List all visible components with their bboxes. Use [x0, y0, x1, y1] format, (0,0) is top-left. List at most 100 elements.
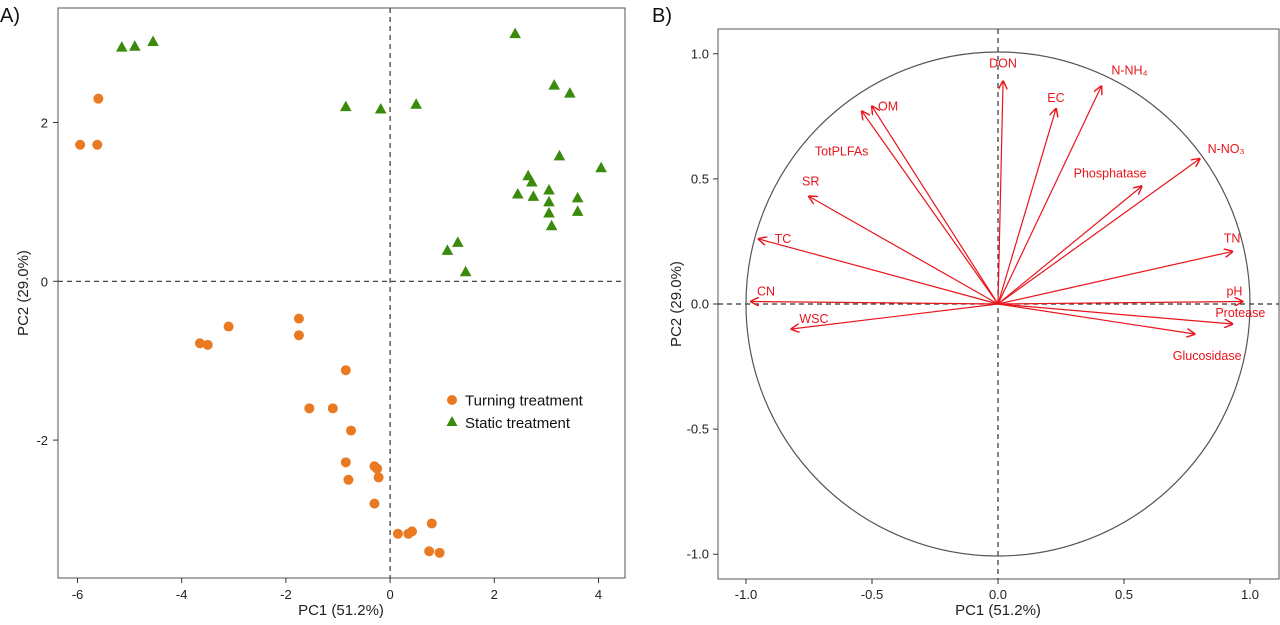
loading-vector-label: DON [989, 56, 1017, 70]
scores-plot-panel: A) -6 -4 -2 0 2 4 -2 0 2 PC1 (51.2%) PC2 (29.0%… [0, 5, 626, 619]
turning-treatment-point [373, 472, 384, 483]
panel-b-y-tick-label: 0.5 [691, 171, 709, 186]
loading-vector-label: TotPLFAs [815, 144, 869, 158]
static-treatment-point [340, 100, 352, 112]
static-treatment-point [543, 183, 555, 195]
turning-treatment-point [340, 365, 351, 376]
turning-treatment-point [293, 313, 304, 324]
static-treatment-point [595, 161, 607, 173]
panel-b-y-axis-title: PC2 (29.0%) [668, 261, 685, 347]
panel-b-y-tick-label: -1.0 [687, 547, 709, 562]
loading-vector-arrow [997, 81, 1003, 305]
turning-treatment-point [93, 93, 104, 104]
panel-b-y-axis: -1.0 -0.5 0.0 0.5 1.0 [687, 46, 718, 562]
turning-treatment-point [327, 403, 338, 414]
static-treatment-point [410, 98, 422, 109]
loading-vector-arrow [997, 109, 1056, 305]
legend-marker-turning [447, 395, 457, 405]
panel-a-y-tick-label: -2 [36, 433, 48, 448]
loading-vector-label: TC [775, 232, 792, 246]
turning-treatment-point [424, 546, 435, 557]
static-treatment-point [571, 205, 584, 216]
loadings-plot-panel: B) -1.0 -0.5 0.0 0.5 1.0 -1.0 -0.5 0.0 0.5 1.0 D… [652, 5, 1280, 619]
loading-vector-arrow [997, 159, 1200, 305]
loading-vector-arrow [997, 303, 1232, 324]
loading-vector-arrow [997, 303, 1195, 334]
static-treatment-point [452, 236, 464, 247]
loading-vector-label: Protease [1215, 306, 1265, 320]
panel-a-x-tick-label: -2 [280, 587, 292, 602]
panel-a-y-tick-label: 2 [41, 116, 48, 131]
turning-treatment-point [392, 528, 403, 539]
turning-treatment-point [293, 330, 304, 341]
panel-b-x-tick-label: 0.0 [989, 587, 1007, 602]
panel-a-y-axis: -2 0 2 [36, 116, 58, 448]
turning-treatment-point [75, 139, 86, 150]
loading-vector-label: SR [802, 174, 819, 188]
loading-vector-label: pH [1226, 284, 1242, 298]
static-treatment-point [543, 195, 555, 207]
panel-a-y-axis-title: PC2 (29.0%) [15, 250, 32, 336]
loading-vector-arrow [791, 303, 999, 329]
loading-vector-label: N-NO₃ [1208, 142, 1245, 156]
panel-b-label: B) [652, 5, 672, 27]
loading-vector-label: EC [1047, 91, 1064, 105]
static-treatment-point [374, 103, 387, 114]
panel-a-x-tick-label: -4 [176, 587, 188, 602]
turning-treatment-point [406, 526, 417, 537]
loading-vector-arrow [751, 301, 999, 304]
loading-vector-arrow [997, 86, 1101, 305]
panel-b-y-tick-label: -0.5 [687, 422, 709, 437]
loading-vector-label: WSC [799, 312, 828, 326]
panel-a-x-axis: -6 -4 -2 0 2 4 [72, 578, 602, 602]
panel-b-y-tick-label: 1.0 [691, 46, 709, 61]
loading-vector-arrow [872, 106, 999, 305]
turning-treatment-point [434, 547, 445, 558]
panel-a-y-tick-label: 0 [41, 274, 48, 289]
static-treatment-point [147, 35, 159, 47]
static-treatment-point [564, 87, 576, 98]
static-treatment-point [571, 191, 584, 203]
panel-a-x-tick-label: 2 [491, 587, 498, 602]
correlation-circle [745, 51, 1251, 557]
turning-treatment-point [346, 425, 357, 436]
static-treatment-point [548, 79, 561, 90]
loading-vector-label: Phosphatase [1074, 166, 1147, 180]
panel-b-x-tick-label: -0.5 [861, 587, 883, 602]
panel-b-y-tick-label: 0.0 [691, 297, 709, 312]
turning-treatment-point [372, 463, 383, 474]
static-treatment-point [553, 149, 566, 161]
panel-a-x-tick-label: 0 [386, 587, 393, 602]
loading-vector-arrow [997, 251, 1232, 305]
loading-vectors: DON N-NH₄ EC OM TotPLFAs N-NO₃ Phosphatase SR TC… [751, 56, 1265, 363]
panel-a-x-tick-label: -6 [72, 587, 84, 602]
legend: Turning treatment Static treatment [446, 393, 584, 432]
loading-vector-label: Glucosidase [1173, 349, 1242, 363]
panel-b-x-tick-label: -1.0 [735, 587, 757, 602]
static-treatment-point [527, 190, 540, 201]
loading-vector-arrow [997, 186, 1142, 305]
static-treatment-point [459, 265, 472, 277]
loading-vector-arrow [862, 111, 999, 305]
turning-treatment-point [426, 518, 437, 529]
panel-b-x-tick-label: 0.5 [1115, 587, 1133, 602]
loading-vector-label: OM [878, 99, 898, 113]
turning-treatment-point [343, 474, 354, 485]
static-treatment-point [511, 187, 524, 199]
legend-label-turning: Turning treatment [465, 393, 584, 410]
legend-marker-static [446, 416, 458, 426]
loading-vector-label: CN [757, 284, 775, 298]
panel-b-x-tick-label: 1.0 [1241, 587, 1259, 602]
panel-a-reference-lines [58, 8, 625, 578]
static-treatment-point [509, 27, 521, 39]
panel-a-points [75, 27, 607, 558]
loading-vector-label: TN [1224, 231, 1241, 245]
panel-a-label: A) [0, 5, 20, 27]
turning-treatment-point [223, 321, 234, 332]
panel-b-x-axis: -1.0 -0.5 0.0 0.5 1.0 [735, 579, 1259, 602]
turning-treatment-point [340, 457, 351, 468]
static-treatment-point [441, 244, 454, 255]
turning-treatment-point [304, 403, 315, 414]
static-treatment-point [129, 40, 141, 51]
turning-treatment-point [92, 139, 103, 150]
